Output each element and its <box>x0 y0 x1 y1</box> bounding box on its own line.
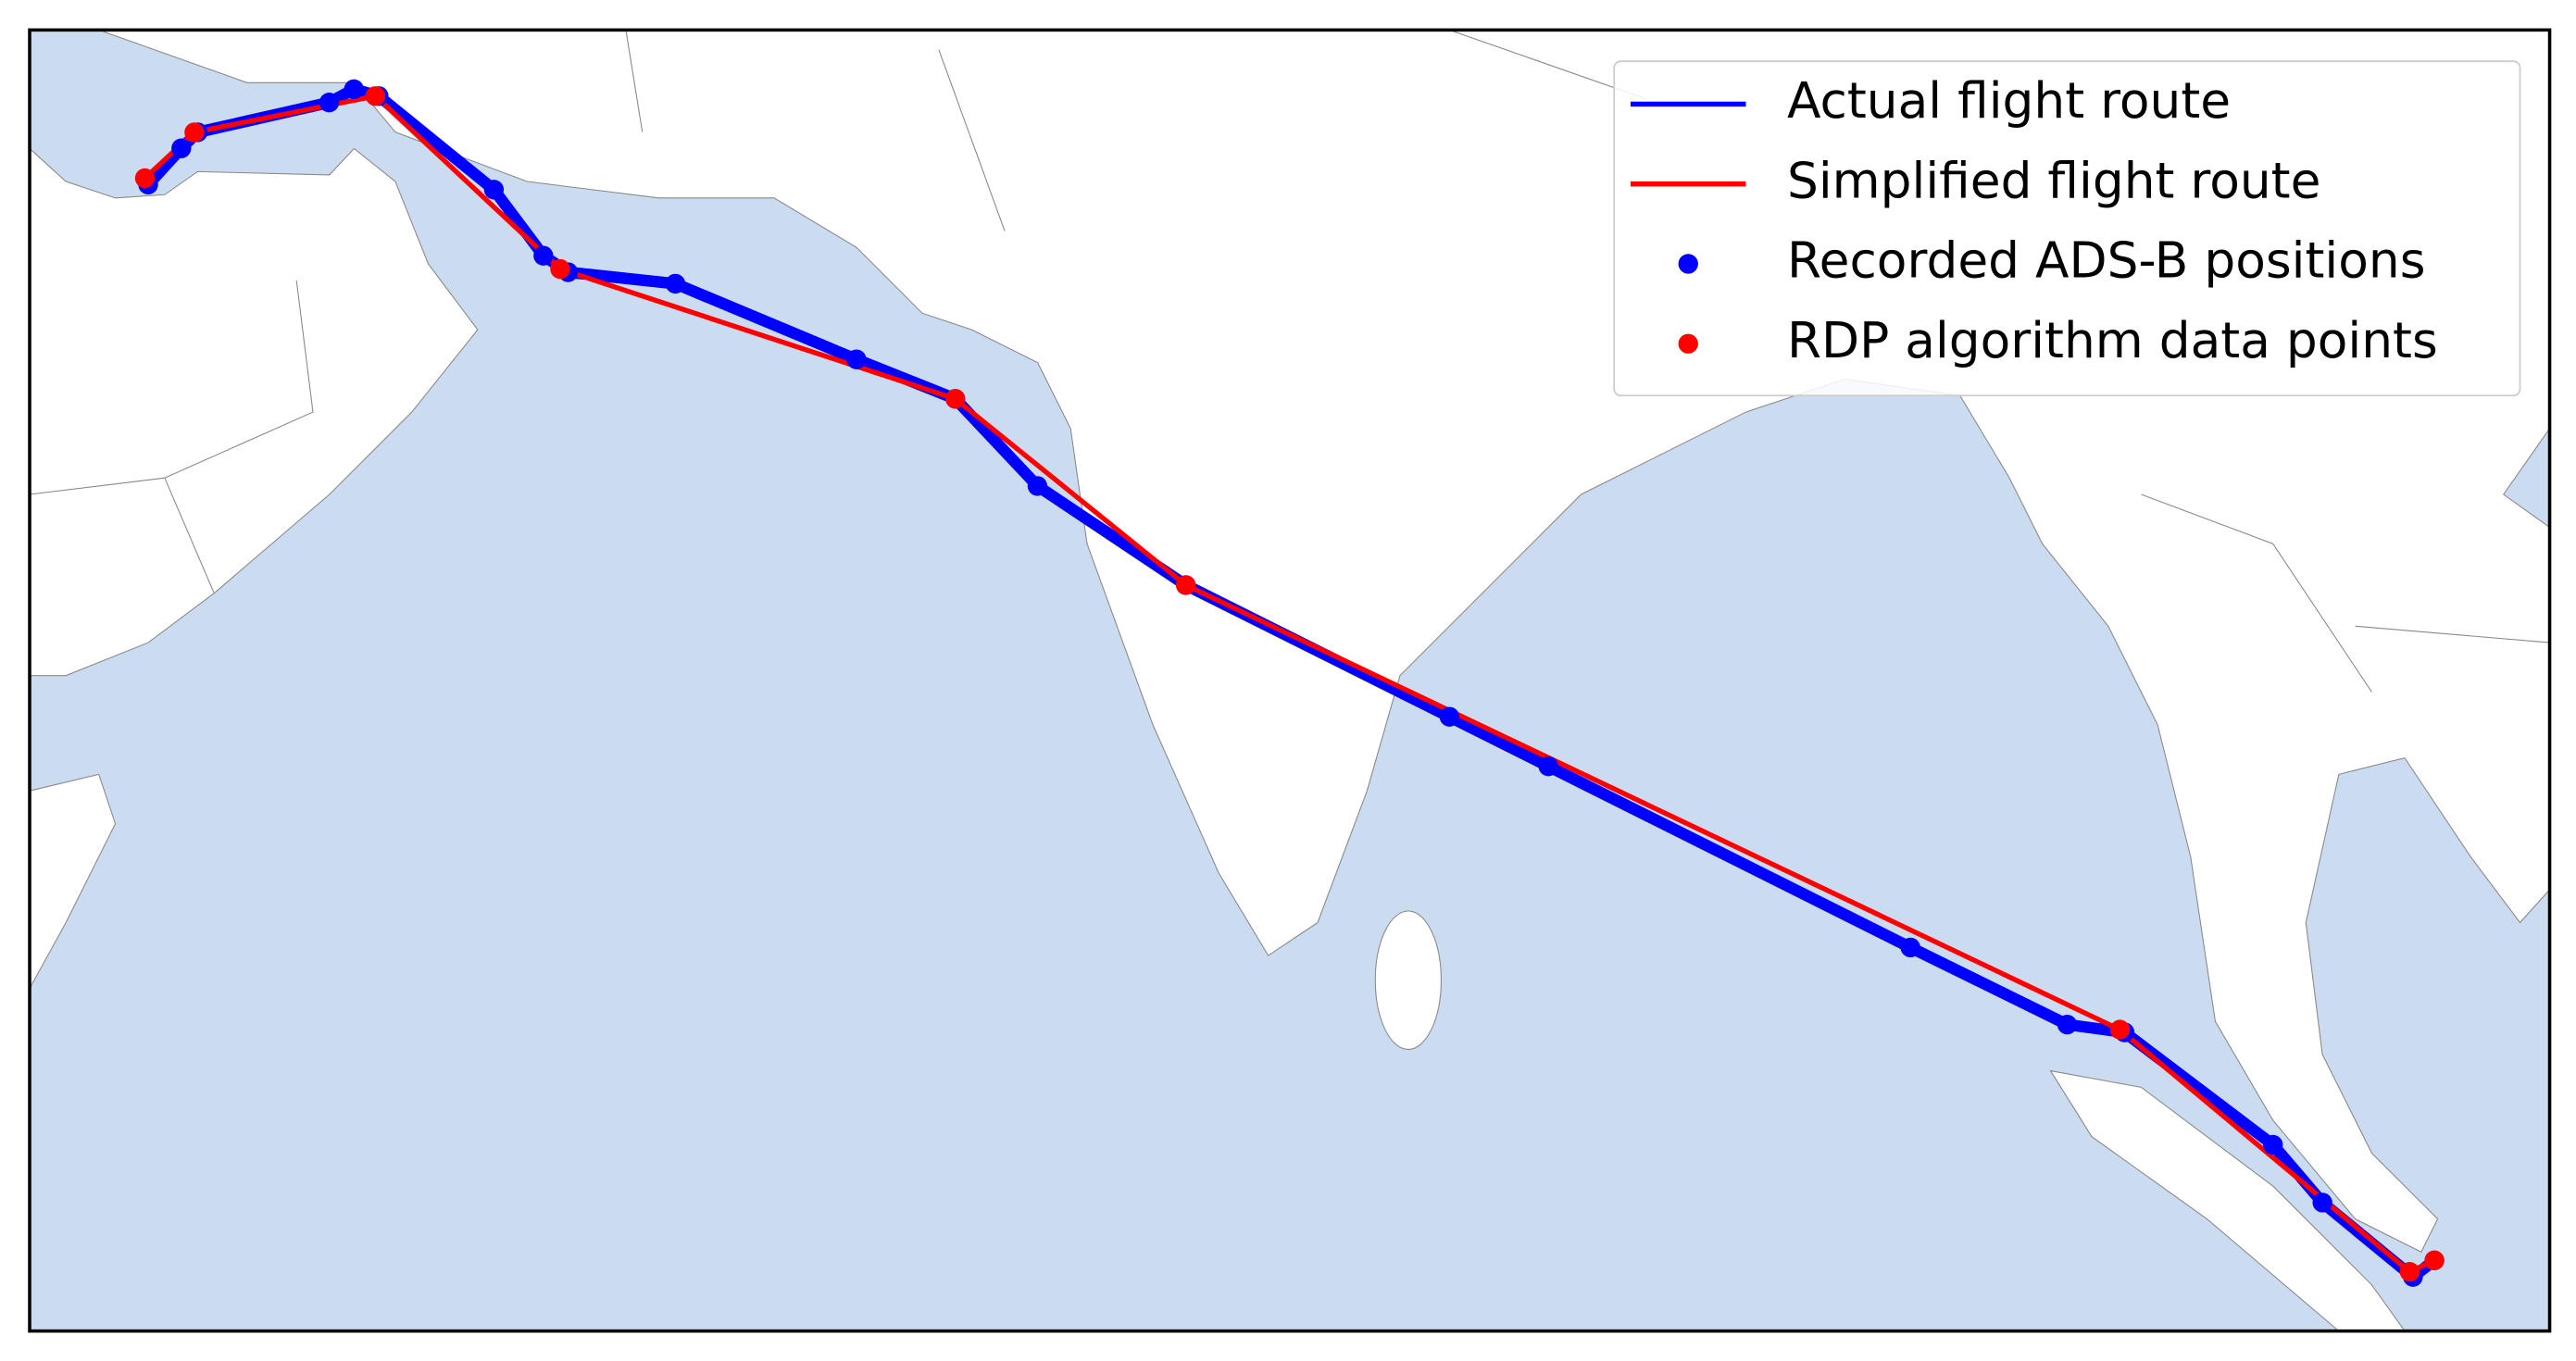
position-point <box>2312 1192 2332 1213</box>
legend-label: Simplified flight route <box>1787 151 2320 209</box>
legend-label: Actual flight route <box>1787 71 2231 130</box>
legend-dot <box>1678 254 1698 274</box>
position-point <box>665 273 686 294</box>
position-point <box>1175 575 1196 595</box>
legend: Actual flight route Simplified flight rou… <box>1613 60 2521 397</box>
position-point <box>2263 1134 2283 1155</box>
position-point <box>171 138 192 158</box>
sri-lanka <box>1374 910 1442 1050</box>
position-point <box>846 349 867 369</box>
arabia-land <box>29 147 479 677</box>
position-point <box>1900 937 1920 958</box>
legend-label: Recorded ADS-B positions <box>1787 231 2426 290</box>
legend-box <box>1613 60 2521 397</box>
position-point <box>184 122 205 143</box>
position-point <box>550 258 570 280</box>
borders <box>29 29 2550 693</box>
position-point <box>1027 476 1048 496</box>
position-point <box>2399 1262 2420 1282</box>
position-point <box>2057 1014 2078 1035</box>
position-point <box>1439 706 1460 727</box>
position-point <box>2424 1250 2445 1270</box>
map-frame <box>28 28 2552 1333</box>
position-point <box>483 180 505 200</box>
position-point <box>533 245 554 266</box>
legend-dot <box>1678 333 1698 354</box>
position-point <box>365 86 386 106</box>
position-point <box>134 168 156 189</box>
position-point <box>344 79 364 99</box>
position-point <box>945 389 966 409</box>
position-point <box>2109 1019 2131 1040</box>
position-point <box>319 93 340 113</box>
routes <box>134 79 2445 1287</box>
position-point <box>1538 755 1558 777</box>
legend-label: RDP algorithm data points <box>1787 311 2438 369</box>
